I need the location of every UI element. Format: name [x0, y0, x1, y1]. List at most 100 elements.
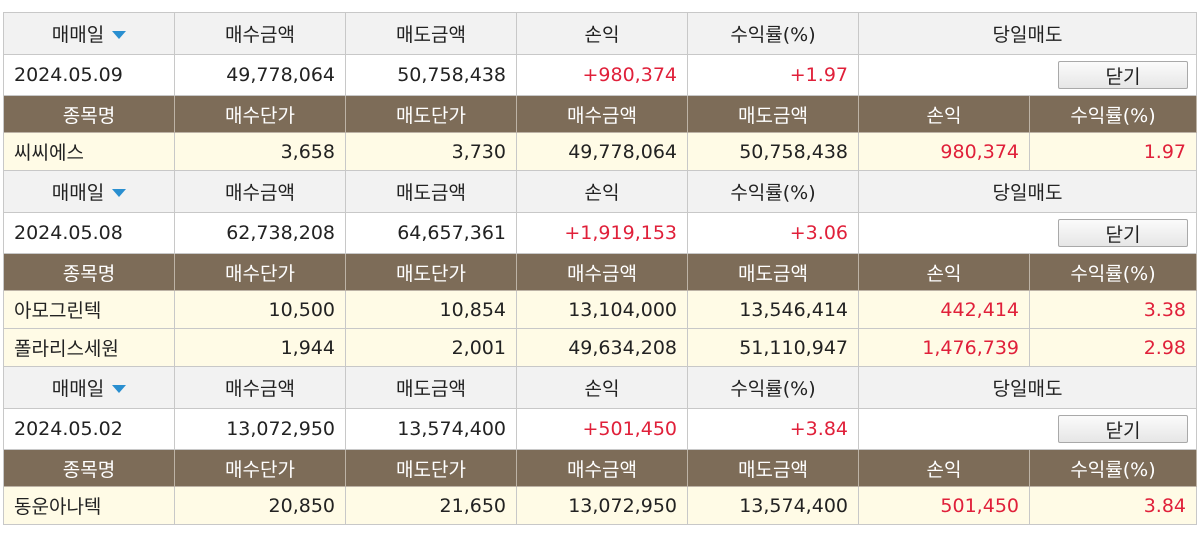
sell-amount-header: 매도금액	[346, 171, 517, 213]
buy-price-header: 매수단가	[175, 450, 346, 487]
day-trade-header: 당일매도	[859, 13, 1197, 55]
sell-amount-header: 매도금액	[688, 450, 859, 487]
profit: +1,919,153	[517, 213, 688, 254]
buy-amount: 62,738,208	[175, 213, 346, 254]
return-rate: 3.84	[1030, 487, 1197, 525]
buy-amount-header: 매수금액	[175, 13, 346, 55]
profit: 1,476,739	[859, 329, 1030, 367]
trade-date: 2024.05.02	[4, 409, 175, 450]
trade-date: 2024.05.09	[4, 55, 175, 96]
sell-price: 10,854	[346, 291, 517, 329]
profit: 501,450	[859, 487, 1030, 525]
buy-amount-header: 매수금액	[517, 450, 688, 487]
return-rate-header: 수익률(%)	[1030, 450, 1197, 487]
return-rate: 3.38	[1030, 291, 1197, 329]
buy-price: 1,944	[175, 329, 346, 367]
buy-amount: 13,072,950	[175, 409, 346, 450]
sell-price-header: 매도단가	[346, 96, 517, 133]
sell-amount-header: 매도금액	[688, 254, 859, 291]
return-rate-header: 수익률(%)	[1030, 254, 1197, 291]
profit-header: 손익	[517, 13, 688, 55]
summary-header-row: 매매일 매수금액 매도금액 손익 수익률(%) 당일매도	[4, 171, 1197, 213]
profit: 980,374	[859, 133, 1030, 171]
trade-date-header-label: 매매일	[51, 378, 105, 400]
buy-price: 10,500	[175, 291, 346, 329]
profit-header: 손익	[517, 367, 688, 409]
sort-down-icon[interactable]	[112, 188, 127, 197]
trade-date-header[interactable]: 매매일	[4, 367, 175, 409]
sell-amount-header: 매도금액	[688, 96, 859, 133]
sell-price: 2,001	[346, 329, 517, 367]
return-rate-header: 수익률(%)	[688, 171, 859, 213]
sell-amount: 50,758,438	[688, 133, 859, 171]
sort-down-icon[interactable]	[112, 384, 127, 393]
sell-amount-header: 매도금액	[346, 367, 517, 409]
sell-price-header: 매도단가	[346, 254, 517, 291]
name-header: 종목명	[4, 450, 175, 487]
buy-amount: 49,634,208	[517, 329, 688, 367]
detail-row[interactable]: 동운아나텍 20,850 21,650 13,072,950 13,574,40…	[4, 487, 1197, 525]
close-button[interactable]: 닫기	[1058, 219, 1188, 247]
buy-amount: 49,778,064	[517, 133, 688, 171]
buy-amount-header: 매수금액	[517, 96, 688, 133]
summary-header-row: 매매일 매수금액 매도금액 손익 수익률(%) 당일매도	[4, 13, 1197, 55]
day-trade-header: 당일매도	[859, 171, 1197, 213]
buy-amount: 49,778,064	[175, 55, 346, 96]
trade-date-header[interactable]: 매매일	[4, 13, 175, 55]
return-rate: 1.97	[1030, 133, 1197, 171]
profit-header: 손익	[859, 254, 1030, 291]
buy-amount: 13,104,000	[517, 291, 688, 329]
sell-amount: 13,574,400	[346, 409, 517, 450]
summary-row[interactable]: 2024.05.02 13,072,950 13,574,400 +501,45…	[4, 409, 1197, 450]
buy-price-header: 매수단가	[175, 254, 346, 291]
detail-header-row: 종목명 매수단가 매도단가 매수금액 매도금액 손익 수익률(%)	[4, 96, 1197, 133]
profit: +501,450	[517, 409, 688, 450]
sell-amount: 13,574,400	[688, 487, 859, 525]
stock-name: 동운아나텍	[4, 487, 175, 525]
sort-down-icon[interactable]	[112, 30, 127, 39]
return-rate-header: 수익률(%)	[688, 13, 859, 55]
return-rate-header: 수익률(%)	[688, 367, 859, 409]
sell-amount: 13,546,414	[688, 291, 859, 329]
close-cell: 닫기	[859, 213, 1197, 254]
sell-amount: 50,758,438	[346, 55, 517, 96]
trade-date-header-label: 매매일	[51, 24, 105, 46]
trade-date-header[interactable]: 매매일	[4, 171, 175, 213]
sell-amount-header: 매도금액	[346, 13, 517, 55]
sell-price-header: 매도단가	[346, 450, 517, 487]
profit-header: 손익	[859, 450, 1030, 487]
detail-row[interactable]: 아모그린텍 10,500 10,854 13,104,000 13,546,41…	[4, 291, 1197, 329]
return-rate: 2.98	[1030, 329, 1197, 367]
summary-row[interactable]: 2024.05.09 49,778,064 50,758,438 +980,37…	[4, 55, 1197, 96]
trade-date: 2024.05.08	[4, 213, 175, 254]
detail-row[interactable]: 씨씨에스 3,658 3,730 49,778,064 50,758,438 9…	[4, 133, 1197, 171]
sell-amount: 51,110,947	[688, 329, 859, 367]
buy-amount-header: 매수금액	[175, 171, 346, 213]
buy-price: 3,658	[175, 133, 346, 171]
stock-name: 폴라리스세원	[4, 329, 175, 367]
profit: 442,414	[859, 291, 1030, 329]
close-cell: 닫기	[859, 409, 1197, 450]
buy-amount-header: 매수금액	[517, 254, 688, 291]
buy-price-header: 매수단가	[175, 96, 346, 133]
buy-price: 20,850	[175, 487, 346, 525]
trade-history-table: 매매일 매수금액 매도금액 손익 수익률(%) 당일매도 2024.05.09 …	[3, 12, 1197, 525]
sell-amount: 64,657,361	[346, 213, 517, 254]
return-rate: +1.97	[688, 55, 859, 96]
return-rate-header: 수익률(%)	[1030, 96, 1197, 133]
close-button[interactable]: 닫기	[1058, 415, 1188, 443]
name-header: 종목명	[4, 254, 175, 291]
profit: +980,374	[517, 55, 688, 96]
sell-price: 21,650	[346, 487, 517, 525]
close-cell: 닫기	[859, 55, 1197, 96]
stock-name: 아모그린텍	[4, 291, 175, 329]
day-trade-header: 당일매도	[859, 367, 1197, 409]
detail-header-row: 종목명 매수단가 매도단가 매수금액 매도금액 손익 수익률(%)	[4, 450, 1197, 487]
detail-row[interactable]: 폴라리스세원 1,944 2,001 49,634,208 51,110,947…	[4, 329, 1197, 367]
summary-row[interactable]: 2024.05.08 62,738,208 64,657,361 +1,919,…	[4, 213, 1197, 254]
close-button[interactable]: 닫기	[1058, 61, 1188, 89]
detail-header-row: 종목명 매수단가 매도단가 매수금액 매도금액 손익 수익률(%)	[4, 254, 1197, 291]
return-rate: +3.84	[688, 409, 859, 450]
buy-amount: 13,072,950	[517, 487, 688, 525]
stock-name: 씨씨에스	[4, 133, 175, 171]
